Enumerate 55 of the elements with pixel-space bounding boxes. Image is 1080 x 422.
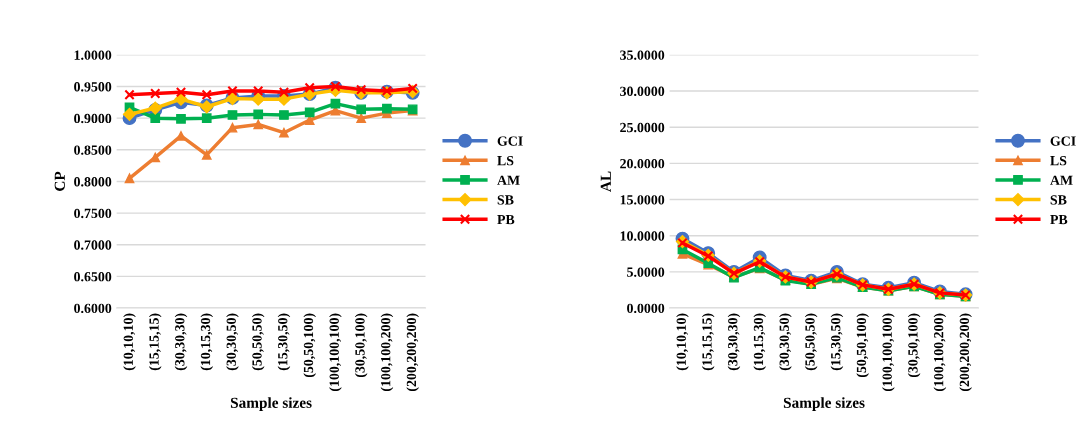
x-tick-label: (30,50,100) bbox=[354, 313, 368, 378]
y-axis-title: CP bbox=[54, 171, 65, 191]
x-tick-label: (30,30,30) bbox=[727, 313, 741, 371]
legend-label: GCI bbox=[497, 136, 523, 146]
legend-label: LS bbox=[497, 156, 514, 166]
x-tick-label: (15,15,15) bbox=[701, 313, 715, 371]
x-tick-label: (100,100,200) bbox=[933, 313, 947, 391]
legend-label: SB bbox=[1050, 195, 1067, 205]
y-tick-label: 0.8500 bbox=[74, 145, 112, 155]
x-tick-label: (10,10,10) bbox=[676, 313, 689, 371]
x-tick-label: (15,30,50) bbox=[277, 313, 291, 371]
y-tick-label: 0.7000 bbox=[74, 240, 112, 250]
x-tick-label: (50,50,50) bbox=[804, 313, 818, 371]
y-tick-label: 0.6500 bbox=[74, 271, 112, 282]
x-tick-label: (100,100,100) bbox=[882, 313, 895, 391]
y-tick-label: 30.0000 bbox=[620, 86, 665, 97]
x-tick-label: (30,30,50) bbox=[779, 313, 792, 371]
y-tick-label: 5.0000 bbox=[627, 267, 665, 277]
y-tick-label: 0.8000 bbox=[74, 177, 112, 187]
legend-label: GCI bbox=[1050, 136, 1076, 146]
x-tick-label: (50,50,50) bbox=[251, 313, 265, 371]
y-axis-title: AL bbox=[600, 171, 611, 192]
y-tick-label: 0.7500 bbox=[74, 208, 112, 219]
legend-label: PB bbox=[1050, 215, 1068, 225]
legend-label: AM bbox=[497, 175, 520, 185]
x-tick-label: (100,100,100) bbox=[329, 313, 342, 391]
x-tick-label: (200,200,200) bbox=[406, 313, 419, 391]
legend-label: AM bbox=[1050, 175, 1073, 185]
x-tick-label: (50,50,100) bbox=[303, 313, 316, 378]
x-tick-label: (30,50,100) bbox=[907, 313, 921, 378]
legend-label: LS bbox=[1050, 156, 1067, 166]
x-tick-label: (200,200,200) bbox=[959, 313, 972, 391]
y-tick-label: 25.0000 bbox=[620, 122, 665, 133]
x-tick-label: (10,10,10) bbox=[123, 313, 136, 371]
x-tick-label: (15,15,15) bbox=[148, 313, 162, 371]
x-axis-title: Sample sizes bbox=[230, 397, 312, 412]
legend-label: SB bbox=[497, 195, 514, 205]
y-tick-label: 0.9000 bbox=[74, 113, 112, 124]
x-axis-title: Sample sizes bbox=[783, 397, 865, 412]
y-tick-label: 15.0000 bbox=[620, 195, 665, 205]
x-tick-label: (30,30,30) bbox=[174, 313, 188, 371]
y-tick-label: 20.0000 bbox=[620, 158, 665, 169]
x-tick-label: (30,30,50) bbox=[226, 313, 239, 371]
x-tick-label: (100,100,200) bbox=[380, 313, 394, 391]
x-tick-label: (50,50,100) bbox=[856, 313, 869, 378]
y-tick-label: 1.0000 bbox=[74, 50, 112, 60]
y-tick-label: 0.6000 bbox=[74, 303, 112, 314]
x-tick-label: (10,15,30) bbox=[200, 313, 214, 371]
legend-label: PB bbox=[497, 215, 515, 225]
y-tick-label: 10.0000 bbox=[620, 231, 665, 241]
y-tick-label: 0.0000 bbox=[627, 303, 665, 314]
x-tick-label: (15,30,50) bbox=[830, 313, 844, 371]
x-tick-label: (10,15,30) bbox=[753, 313, 766, 371]
y-tick-label: 0.9500 bbox=[74, 82, 112, 92]
y-tick-label: 35.0000 bbox=[620, 50, 665, 60]
